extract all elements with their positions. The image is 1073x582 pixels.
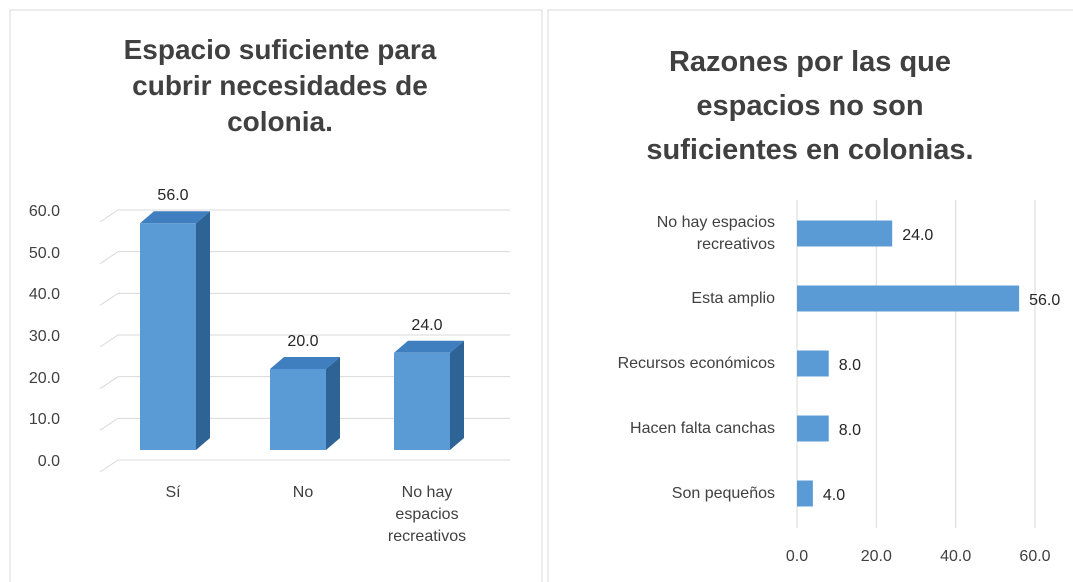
x-tick-label: 20.0 — [860, 548, 892, 565]
bar — [394, 352, 450, 450]
y-tick-label: 0.0 — [37, 453, 60, 470]
y-tick-label: No hay espacios recreativos — [656, 213, 775, 253]
y-tick-label: Son pequeños — [671, 484, 775, 502]
data-label: 8.0 — [838, 356, 861, 374]
y-tick-label: Hacen falta canchas — [630, 419, 775, 437]
panel-right — [547, 9, 1073, 582]
grid-line — [99, 417, 510, 431]
bar — [140, 223, 196, 450]
y-tick-label: 20.0 — [28, 369, 60, 387]
y-tick-label: 10.0 — [28, 411, 60, 429]
y-tick-label: 30.0 — [28, 328, 60, 345]
chart-title: Espacio suficiente para cubrir necesidad… — [123, 34, 437, 137]
data-label: 8.0 — [838, 421, 861, 439]
bar-top — [270, 357, 340, 369]
y-tick-label: Recursos económicos — [617, 354, 775, 372]
x-tick-label: 40.0 — [940, 548, 972, 565]
data-label: 56.0 — [157, 187, 189, 205]
grid-line — [99, 334, 510, 348]
y-tick-label: Esta amplio — [691, 289, 775, 307]
grid-line — [99, 459, 510, 473]
x-tick-label: No — [292, 484, 314, 501]
chart-title: Razones por las que espacios no son sufi… — [646, 46, 974, 166]
grid-line — [99, 292, 510, 306]
bar-top — [394, 340, 464, 353]
grid-line — [99, 251, 510, 265]
bar-side — [326, 357, 340, 450]
y-tick-label: 40.0 — [28, 286, 60, 304]
data-label: 20.0 — [287, 333, 319, 350]
bar — [797, 220, 893, 247]
x-tick-label: 0.0 — [785, 548, 809, 565]
bar-side — [196, 211, 210, 450]
data-label: 24.0 — [411, 316, 443, 334]
bar — [797, 480, 813, 507]
bar — [797, 350, 829, 377]
bar — [797, 415, 829, 442]
y-tick-label: 50.0 — [28, 244, 60, 262]
x-tick-label: No hay espacios recreativos — [387, 484, 467, 545]
bar-top — [140, 211, 210, 224]
grid-line — [99, 376, 510, 390]
x-tick-label: Sí — [165, 484, 181, 501]
grid-line — [99, 209, 510, 223]
bar — [797, 285, 1020, 312]
panel-left — [9, 9, 543, 582]
data-label: 4.0 — [822, 486, 846, 504]
data-label: 24.0 — [902, 226, 934, 244]
bar-side — [450, 340, 464, 450]
x-tick-label: 60.0 — [1019, 548, 1051, 565]
y-tick-label: 60.0 — [28, 203, 60, 220]
data-label: 56.0 — [1029, 291, 1061, 309]
bar — [270, 369, 326, 450]
